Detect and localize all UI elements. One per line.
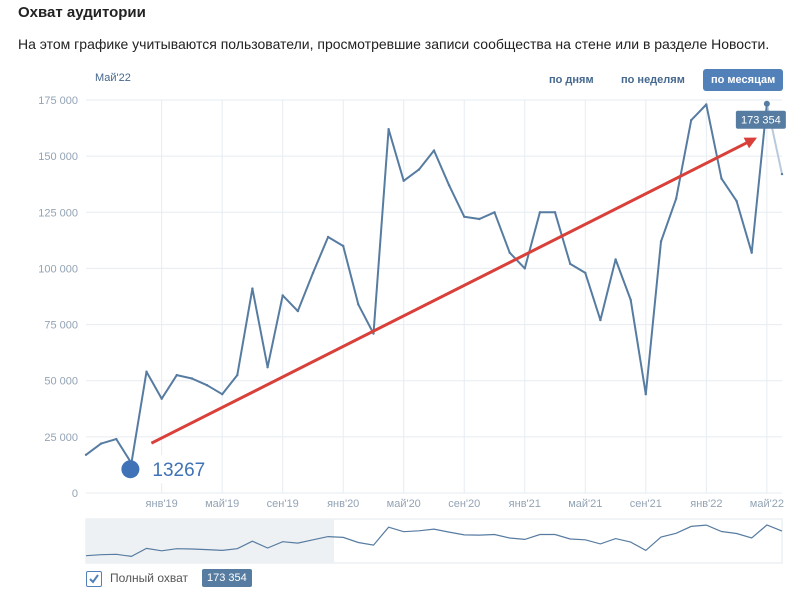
- x-tick-label: янв'22: [690, 498, 722, 510]
- x-tick-label: май'22: [750, 498, 784, 510]
- data-point: [357, 303, 360, 306]
- x-tick-label: май'19: [205, 498, 239, 510]
- data-point: [690, 119, 693, 122]
- data-point: [720, 177, 723, 180]
- range-navigator[interactable]: [85, 518, 783, 564]
- data-point: [780, 172, 784, 176]
- data-point: [251, 287, 254, 290]
- data-point: [115, 437, 118, 441]
- data-point: [553, 211, 557, 214]
- x-tick-label: янв'21: [509, 498, 541, 510]
- data-point: [644, 393, 647, 396]
- x-tick-label: май'20: [387, 498, 421, 510]
- annotations: 13267 173 354: [121, 100, 786, 484]
- legend-label[interactable]: Полный охват: [110, 571, 189, 585]
- point-label-box: [144, 455, 213, 484]
- data-point: [205, 384, 209, 387]
- y-tick-label: 50 000: [44, 376, 78, 388]
- data-point: [190, 377, 194, 380]
- x-tick-label: май'21: [568, 498, 602, 510]
- navigator-series-line: [85, 524, 783, 558]
- y-tick-label: 175 000: [38, 95, 78, 107]
- x-tick-label: сен'20: [448, 498, 480, 510]
- y-tick-label: 125 000: [38, 207, 78, 219]
- data-point: [160, 397, 163, 400]
- data-point: [508, 251, 511, 254]
- data-point: [674, 197, 678, 200]
- data-point: [221, 393, 224, 396]
- data-point: [266, 366, 269, 369]
- y-tick-label: 150 000: [38, 151, 78, 163]
- data-point: [705, 103, 708, 106]
- data-point: [432, 149, 436, 152]
- y-tick-label: 25 000: [44, 432, 78, 444]
- chart-title: Охват аудитории: [18, 4, 146, 21]
- period-button-weeks[interactable]: по неделям: [621, 74, 685, 86]
- series-line-full-reach: [85, 103, 768, 465]
- x-tick-label: янв'19: [146, 498, 178, 510]
- data-point: [342, 244, 345, 248]
- data-point: [478, 217, 481, 221]
- axes: 0 25 000 50 000 75 000 100 000 125 000 150 000…: [38, 95, 784, 510]
- period-button-days[interactable]: по дням: [549, 74, 594, 86]
- data-point: [236, 373, 239, 377]
- data-point: [614, 258, 617, 261]
- navigator-unselected-range: [86, 519, 334, 563]
- y-tick-label: 0: [72, 488, 78, 500]
- data-point: [463, 215, 466, 218]
- period-button-months[interactable]: по месяцам: [703, 69, 784, 91]
- data-point: [569, 262, 572, 266]
- x-tick-label: сен'19: [267, 498, 299, 510]
- hover-date-label: Май'22: [95, 72, 131, 84]
- data-point: [145, 370, 148, 373]
- y-tick-label: 75 000: [44, 320, 78, 332]
- x-tick-label: сен'21: [630, 498, 662, 510]
- chart-description: На этом графике учитываются пользователи…: [18, 36, 770, 52]
- data-point: [175, 373, 178, 377]
- series-toggle-checkbox[interactable]: [86, 571, 102, 587]
- min-point-marker: [121, 460, 140, 479]
- x-tick-label: янв'20: [327, 498, 359, 510]
- data-point: [326, 235, 330, 239]
- value-badge-bg: [735, 110, 786, 129]
- data-point: [538, 211, 542, 214]
- data-point: [447, 184, 451, 187]
- data-point: [311, 271, 315, 275]
- value-badge-label: 173 354: [741, 115, 781, 127]
- grid-lines: [86, 99, 782, 494]
- data-point: [387, 128, 390, 131]
- data-point: [584, 271, 587, 275]
- data-point: [599, 318, 602, 322]
- data-point: [750, 251, 753, 254]
- min-point-label: 13267: [152, 460, 205, 481]
- data-point: [523, 267, 526, 270]
- data-point: [296, 309, 299, 313]
- y-tick-label: 100 000: [38, 263, 78, 275]
- data-point: [629, 298, 632, 302]
- data-point: [417, 168, 421, 171]
- data-point: [659, 240, 663, 243]
- total-value-badge: 173 354: [202, 569, 252, 587]
- trend-arrow: [150, 137, 758, 445]
- data-point: [99, 442, 103, 445]
- series: [84, 102, 784, 465]
- data-point: [281, 294, 284, 297]
- data-point: [735, 199, 738, 203]
- data-point: [493, 211, 496, 214]
- data-point: [84, 453, 88, 456]
- data-point: [402, 179, 405, 182]
- hover-point-marker: [763, 100, 770, 107]
- checkmark-icon: [89, 574, 99, 584]
